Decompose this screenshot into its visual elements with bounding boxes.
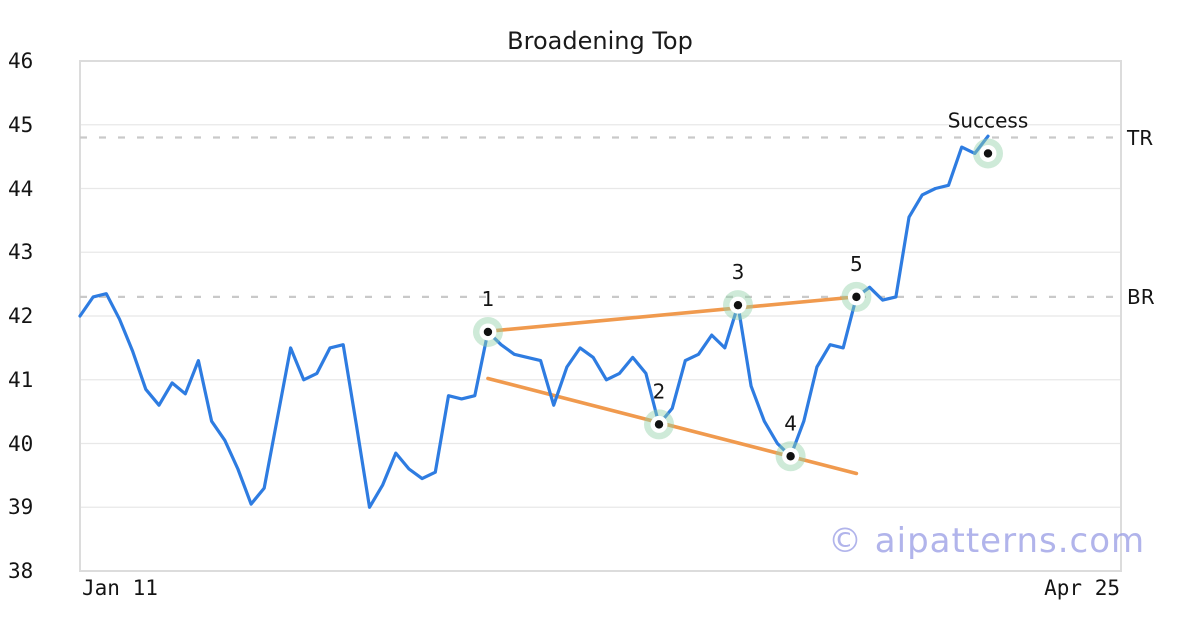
y-tick-label: 41 — [8, 367, 34, 392]
marker-dot — [983, 149, 993, 158]
chart-title: Broadening Top — [507, 27, 693, 55]
y-tick-label: 45 — [8, 112, 34, 137]
marker-dot — [852, 292, 861, 302]
marker-label-3: 3 — [732, 260, 745, 284]
marker-label-5: 5 — [850, 252, 863, 276]
marker-label-4: 4 — [784, 411, 797, 435]
price-line — [78, 134, 990, 509]
marker-label-1: 1 — [482, 287, 495, 311]
marker-label-2: 2 — [653, 379, 666, 403]
marker-label-success: Success — [948, 108, 1029, 132]
y-tick-label: 44 — [8, 176, 34, 201]
marker-dot — [786, 452, 795, 461]
marker-dot — [654, 420, 664, 429]
tr-level-label: TR — [1127, 125, 1154, 150]
y-tick-label: 38 — [8, 559, 34, 583]
y-tick-label: 40 — [8, 431, 34, 456]
y-tick-label: 39 — [8, 495, 34, 520]
x-tick-start: Jan 11 — [82, 576, 158, 600]
br-level-label: BR — [1127, 284, 1155, 309]
marker-dot — [733, 300, 743, 310]
x-tick-end: Apr 25 — [1044, 576, 1120, 600]
y-tick-label: 42 — [8, 304, 34, 328]
y-tick-label: 43 — [8, 240, 34, 265]
watermark: © aipatterns.com — [828, 521, 1146, 561]
marker-dot — [483, 327, 493, 337]
top-trendline — [486, 295, 859, 334]
y-tick-label: 46 — [8, 49, 34, 73]
